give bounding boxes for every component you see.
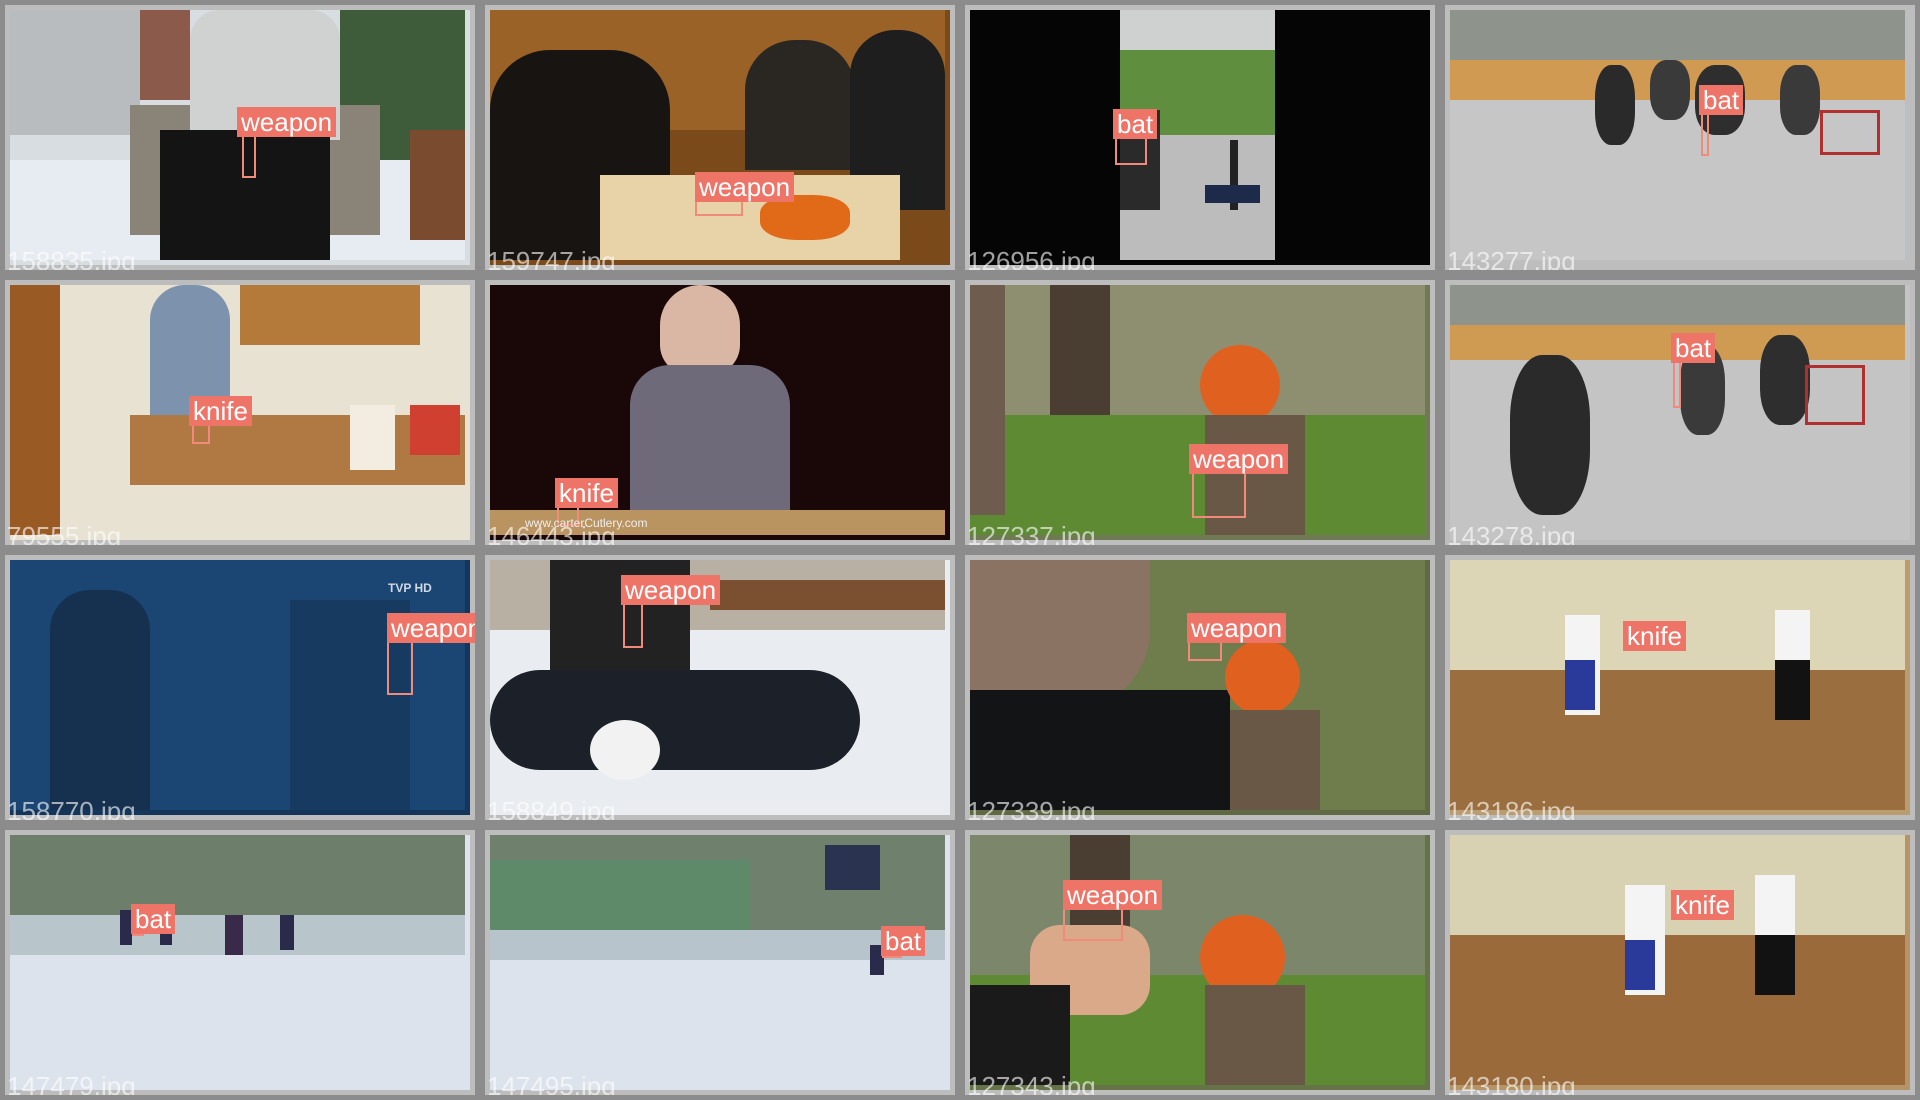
channel-logo: TVP HD xyxy=(388,581,432,595)
photo-10 xyxy=(490,560,950,815)
photo-8 xyxy=(1450,285,1910,540)
file-name: 147479.jpg xyxy=(7,1071,136,1095)
detection-box xyxy=(623,600,643,648)
tile-16: knife 143180.jpg xyxy=(1445,830,1915,1095)
file-name: 127337.jpg xyxy=(967,521,1096,545)
detection-label: weapon xyxy=(387,613,475,643)
file-name: 158835.jpg xyxy=(7,246,136,270)
detection-box xyxy=(1673,358,1681,408)
tile-13: bat 147479.jpg xyxy=(5,830,475,1095)
tile-14: bat 147495.jpg xyxy=(485,830,955,1095)
photo-3 xyxy=(970,10,1430,265)
detection-label: bat xyxy=(131,904,176,934)
detection-label: weapon xyxy=(621,575,721,605)
tile-6: knife www.carterCutlery.com 146443.jpg xyxy=(485,280,955,545)
file-name: 146443.jpg xyxy=(487,521,616,545)
photo-16 xyxy=(1450,835,1910,1090)
tile-5: knife 79555.jpg xyxy=(5,280,475,545)
file-name: 143180.jpg xyxy=(1447,1071,1576,1095)
tile-9: TVP HD weapon 158770.jpg xyxy=(5,555,475,820)
detection-label: weapon xyxy=(695,172,795,202)
file-name: 127343.jpg xyxy=(967,1071,1096,1095)
file-name: 127339.jpg xyxy=(967,796,1096,820)
photo-15 xyxy=(970,835,1430,1090)
detection-label: knife xyxy=(1623,621,1686,651)
file-name: 143186.jpg xyxy=(1447,796,1576,820)
file-name: 147495.jpg xyxy=(487,1071,616,1095)
detection-box xyxy=(242,132,256,178)
photo-9 xyxy=(10,560,470,815)
detection-label: weapon xyxy=(1189,444,1289,474)
tile-2: weapon 159747.jpg xyxy=(485,5,955,270)
file-name: 143277.jpg xyxy=(1447,246,1576,270)
detection-label: knife xyxy=(1671,890,1734,920)
photo-4 xyxy=(1450,10,1910,265)
photo-12 xyxy=(1450,560,1910,815)
photo-14 xyxy=(490,835,950,1090)
watermark-text: www.carterCutlery.com xyxy=(525,516,648,530)
detection-label: bat xyxy=(881,926,926,956)
detection-label: weapon xyxy=(1187,613,1287,643)
file-name: 143278.jpg xyxy=(1447,521,1576,545)
detection-label: bat xyxy=(1671,333,1716,363)
file-name: 79555.jpg xyxy=(7,521,122,545)
tile-8: bat 143278.jpg xyxy=(1445,280,1915,545)
tile-1: weapon 158835.jpg xyxy=(5,5,475,270)
tile-11: weapon 127339.jpg xyxy=(965,555,1435,820)
detection-box xyxy=(387,637,413,695)
detection-label: bat xyxy=(1699,85,1744,115)
tile-3: bat 126956.jpg xyxy=(965,5,1435,270)
file-name: 126956.jpg xyxy=(967,246,1096,270)
photo-13 xyxy=(10,835,470,1090)
detection-label: knife xyxy=(189,396,252,426)
file-name: 159747.jpg xyxy=(487,246,616,270)
file-name: 158770.jpg xyxy=(7,796,136,820)
file-name: 158849.jpg xyxy=(487,796,616,820)
photo-2 xyxy=(490,10,950,265)
photo-11 xyxy=(970,560,1430,815)
tile-7: weapon 127337.jpg xyxy=(965,280,1435,545)
detection-label: bat xyxy=(1113,109,1158,139)
detection-box xyxy=(1192,468,1246,518)
detection-label: weapon xyxy=(237,107,337,137)
photo-7 xyxy=(970,285,1430,540)
tile-4: bat 143277.jpg xyxy=(1445,5,1915,270)
tile-15: weapon 127343.jpg xyxy=(965,830,1435,1095)
detection-label: knife xyxy=(555,478,618,508)
tile-12: knife 143186.jpg xyxy=(1445,555,1915,820)
detection-label: weapon xyxy=(1063,880,1163,910)
tile-10: weapon 158849.jpg xyxy=(485,555,955,820)
photo-1 xyxy=(10,10,470,265)
